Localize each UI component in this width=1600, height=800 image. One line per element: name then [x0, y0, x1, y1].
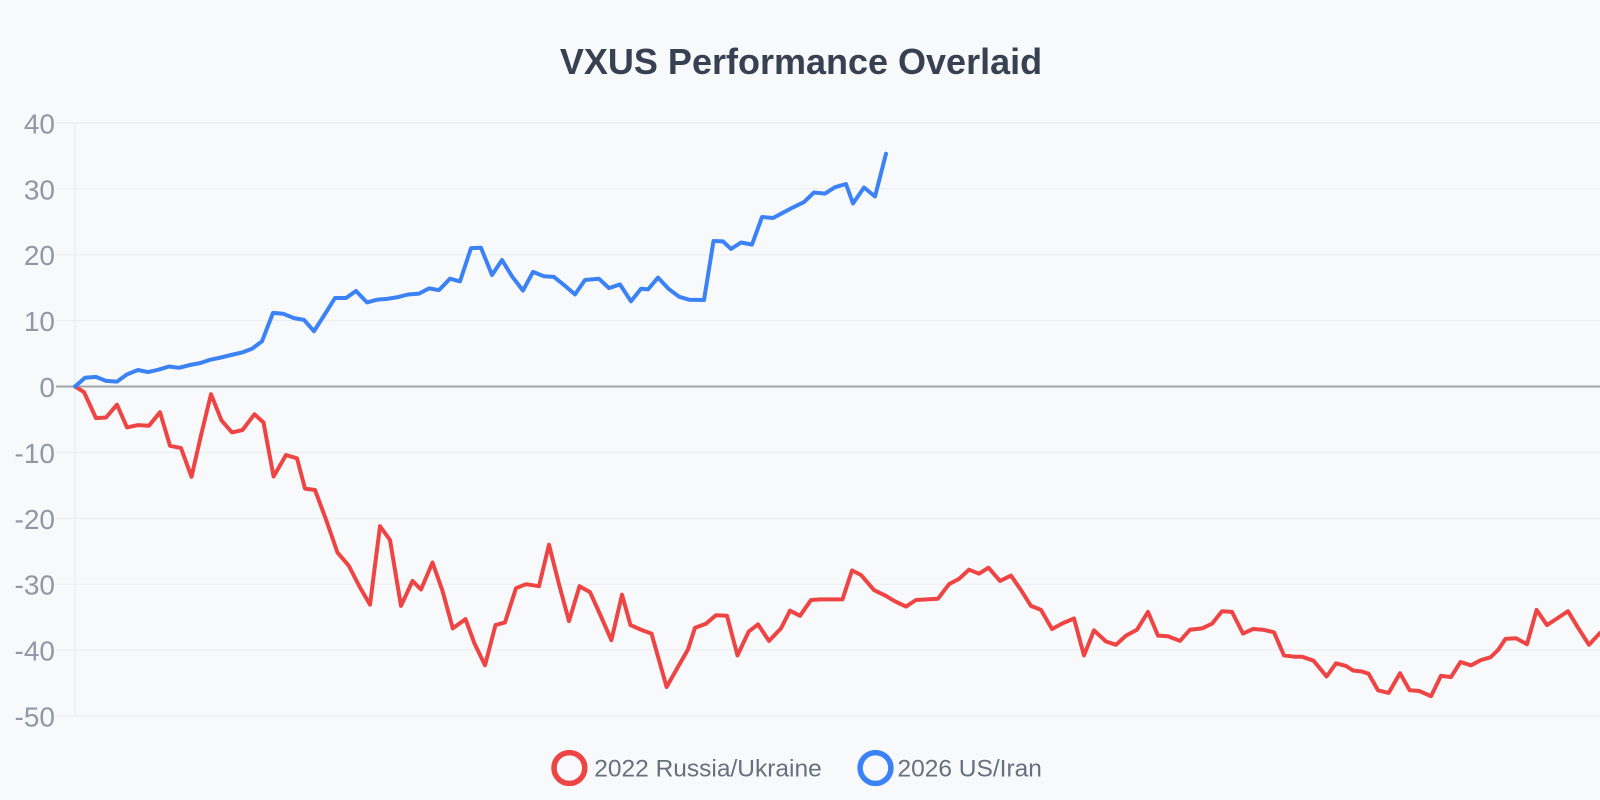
- svg-text:10: 10: [24, 306, 55, 337]
- svg-text:VXUS Performance Overlaid: VXUS Performance Overlaid: [560, 41, 1042, 82]
- svg-text:40: 40: [24, 108, 55, 139]
- svg-text:30: 30: [24, 174, 55, 205]
- svg-text:2026 US/Iran: 2026 US/Iran: [898, 755, 1042, 782]
- svg-text:20: 20: [24, 240, 55, 271]
- svg-text:2022 Russia/Ukraine: 2022 Russia/Ukraine: [594, 755, 821, 782]
- svg-text:-10: -10: [15, 438, 55, 469]
- svg-text:-40: -40: [15, 636, 55, 667]
- svg-text:-30: -30: [15, 570, 55, 601]
- svg-text:0: 0: [39, 372, 55, 403]
- svg-text:-20: -20: [15, 504, 55, 535]
- svg-text:-50: -50: [15, 702, 55, 733]
